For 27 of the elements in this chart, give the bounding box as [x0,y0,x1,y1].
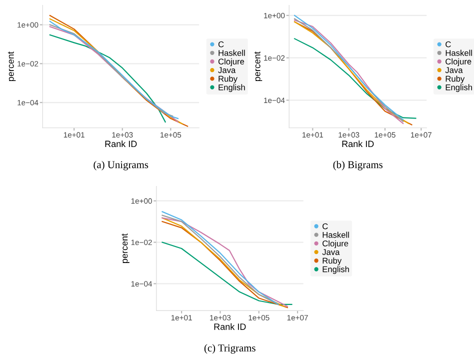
legend-label: English [218,84,245,92]
text: (c) Trigrams [204,344,256,354]
text: (a) Unigrams [94,160,148,170]
y-axis-title: percent [8,52,16,82]
legend-label: English [446,84,472,92]
legend-label: Ruby [218,76,238,84]
y-axis-title: percent [122,234,130,263]
x-axis-title: Rank ID [105,140,137,148]
legend-label: C [446,41,451,48]
legend-label: Clojure [322,240,348,248]
legend-label: Ruby [322,258,342,266]
legend-label: Java [218,67,236,74]
legend-label: Java [322,249,340,256]
x-axis-title: Rank ID [342,140,374,148]
legend-label: Haskell [218,50,245,56]
legend-label: Clojure [446,58,472,66]
legend-label: Haskell [446,50,472,56]
legend-label: Haskell [322,232,349,238]
legend-label: C [322,223,328,230]
text: (b) Bigrams [333,160,383,170]
legend-label: Clojure [218,58,244,66]
legend-label: Ruby [446,76,465,84]
legend-label: C [218,41,224,48]
legend-label: Java [445,67,463,74]
legend-label: English [322,266,349,274]
x-axis-title: Rank ID [214,323,246,330]
y-axis-title: percent [254,52,262,82]
